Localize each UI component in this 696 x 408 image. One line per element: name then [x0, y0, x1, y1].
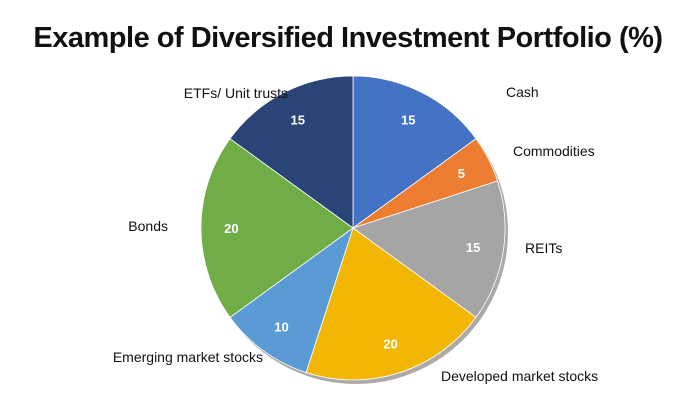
pie-slice-5	[200, 138, 354, 318]
category-label: Emerging market stocks	[113, 349, 263, 365]
pie-slice-4	[229, 226, 354, 374]
category-label: Commodities	[513, 143, 595, 159]
pie-slice-0	[352, 75, 477, 229]
category-label: REITs	[525, 240, 562, 256]
data-label: 10	[274, 319, 288, 334]
category-label: Bonds	[128, 218, 168, 234]
data-label: 20	[383, 337, 397, 352]
category-label: Cash	[506, 84, 539, 100]
chart-title: Example of Diversified Investment Portfo…	[33, 22, 663, 54]
pie-slice-6	[229, 75, 354, 229]
data-label: 5	[458, 166, 465, 181]
category-label: Developed market stocks	[441, 368, 598, 384]
data-label: 15	[291, 113, 305, 128]
pie-slice-2	[352, 180, 506, 318]
data-label: 15	[401, 113, 415, 128]
data-label: 15	[466, 240, 480, 255]
category-label: ETFs/ Unit trusts	[184, 85, 288, 101]
data-label: 20	[224, 221, 238, 236]
pie-slice-3	[305, 227, 477, 381]
